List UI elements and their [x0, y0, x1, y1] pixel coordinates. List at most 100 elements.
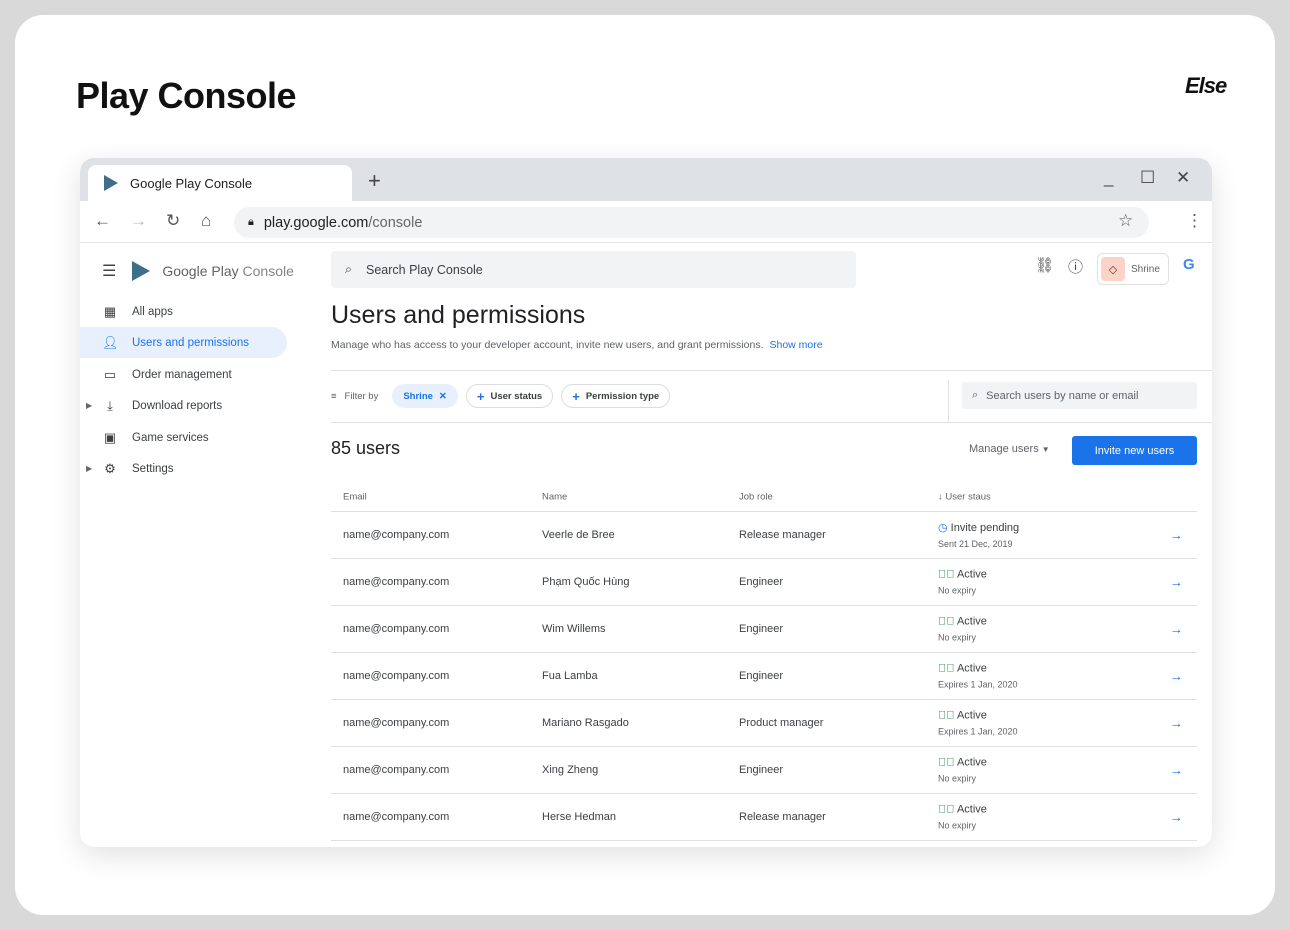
users-table: Email Name Job role ↓ User staus name@co… — [331, 483, 1197, 841]
cell-name: Xing Zheng — [542, 764, 599, 776]
tab-bar: Google Play Console + _ ☐ ✕ — [80, 158, 1212, 201]
arrow-right-icon[interactable]: → — [1170, 621, 1183, 637]
cell-role: Release manager — [739, 529, 826, 541]
address-bar: ← → ↻ ⌂ 🔒︎ play.google.com/console ☆ ⋮ — [80, 201, 1212, 243]
arrow-right-icon[interactable]: → — [1170, 527, 1183, 543]
user-status-chip[interactable]: + User status — [465, 384, 554, 408]
google-account-icon[interactable]: G — [1183, 256, 1195, 273]
sidebar-item-label: All apps — [132, 305, 173, 318]
expand-caret-icon[interactable]: ▶ — [86, 464, 93, 473]
table-row[interactable]: name@company.com Fua Lamba Engineer ✓⃝ A… — [331, 653, 1197, 700]
sidebar-item-all-apps[interactable]: ▦ All apps — [80, 296, 287, 327]
manage-users-dropdown[interactable]: Manage users ▼ — [969, 443, 1050, 455]
chip-label: User status — [490, 390, 543, 402]
forward-icon[interactable]: → — [130, 211, 147, 230]
cell-name: Wim Willems — [542, 623, 606, 635]
sidebar-item-game-services[interactable]: ▣ Game services — [80, 422, 287, 453]
sidebar-item-label: Game services — [132, 431, 209, 444]
plus-icon: + — [572, 388, 580, 404]
new-tab-button[interactable]: + — [368, 168, 381, 193]
bookmark-star-icon[interactable]: ☆ — [1118, 211, 1134, 230]
arrow-right-icon[interactable]: → — [1170, 574, 1183, 590]
close-icon[interactable]: ✕ — [1176, 168, 1191, 187]
page-description: Manage who has access to your developer … — [331, 339, 823, 351]
user-search-input[interactable]: ⌕ Search users by name or email — [962, 382, 1197, 409]
check-circle-icon: ✓⃝ — [938, 756, 955, 769]
invite-new-users-button[interactable]: Invite new users — [1072, 436, 1197, 465]
check-circle-icon: ✓⃝ — [938, 615, 955, 628]
header-name[interactable]: Name — [542, 491, 568, 503]
link-icon[interactable]: ⛓ — [1035, 257, 1055, 274]
cell-name: Fua Lamba — [542, 670, 598, 682]
cell-role: Release manager — [739, 811, 826, 823]
menu-dots-icon[interactable]: ⋮ — [1186, 211, 1203, 230]
status-text: Active — [956, 568, 987, 581]
description-text: Manage who has access to your developer … — [331, 339, 764, 351]
home-icon[interactable]: ⌂ — [201, 211, 212, 230]
sidebar-item-download-reports[interactable]: ▶ ⤓ Download reports — [80, 390, 287, 421]
account-name: Shrine — [1131, 263, 1160, 275]
arrow-right-icon[interactable]: → — [1170, 762, 1183, 778]
header-status[interactable]: ↓ User staus — [938, 492, 991, 503]
maximize-icon[interactable]: ☐ — [1140, 168, 1156, 187]
permission-type-chip[interactable]: + Permission type — [561, 384, 671, 408]
console-search[interactable]: ⌕ Search Play Console — [331, 251, 856, 288]
header-role[interactable]: Job role — [739, 491, 773, 503]
hamburger-icon[interactable]: ☰ — [102, 263, 117, 280]
reload-icon[interactable]: ↻ — [166, 211, 181, 230]
status-detail: No expiry — [938, 773, 977, 784]
brand: ☰ Google Play Console — [102, 260, 294, 282]
cell-name: Herse Hedman — [542, 811, 616, 823]
cell-status: ✓⃝ Active No expiry — [938, 616, 987, 643]
gear-icon: ⚙ — [104, 460, 116, 476]
arrow-right-icon[interactable]: → — [1170, 668, 1183, 684]
divider — [331, 370, 1212, 371]
header-status-label: User staus — [945, 491, 991, 503]
sidebar-item-order-management[interactable]: ▭ Order management — [80, 359, 287, 390]
url-field[interactable]: 🔒︎ play.google.com/console — [234, 207, 1149, 238]
lock-icon: 🔒︎ — [248, 216, 254, 228]
chip-label: Permission type — [585, 390, 660, 402]
expand-caret-icon[interactable]: ▶ — [86, 401, 93, 410]
url-path: /console — [368, 214, 423, 231]
filter-icon: ≡ — [331, 390, 337, 402]
play-console-icon — [104, 175, 118, 191]
divider — [331, 422, 1212, 423]
users-list-icon: 👤︎ — [102, 334, 119, 350]
sidebar-item-label: Settings — [132, 462, 174, 475]
table-row[interactable]: name@company.com Veerle de Bree Release … — [331, 512, 1197, 559]
shrine-filter-chip[interactable]: Shrine ✕ — [392, 384, 458, 408]
table-row[interactable]: name@company.com Herse Hedman Release ma… — [331, 794, 1197, 841]
show-more-link[interactable]: Show more — [769, 339, 823, 351]
back-icon[interactable]: ← — [94, 211, 111, 230]
sidebar-item-users-and-permissions[interactable]: 👤︎ Users and permissions — [80, 327, 287, 358]
table-row[interactable]: name@company.com Wim Willems Engineer ✓⃝… — [331, 606, 1197, 653]
status-text: Invite pending — [950, 522, 1020, 534]
filter-bar: ≡ Filter by Shrine ✕ + User status + Permis… — [331, 384, 671, 408]
table-row[interactable]: name@company.com Phạm Quốc Hùng Engineer… — [331, 559, 1197, 606]
table-row[interactable]: name@company.com Xing Zheng Engineer ✓⃝ … — [331, 747, 1197, 794]
arrow-right-icon[interactable]: → — [1170, 809, 1183, 825]
brand-google: Google Play — [162, 263, 239, 279]
download-icon: ⤓ — [107, 397, 113, 413]
check-circle-icon: ✓⃝ — [938, 568, 955, 581]
cell-email: name@company.com — [343, 811, 450, 823]
user-count: 85 users — [331, 438, 401, 458]
sidebar-item-settings[interactable]: ▶ ⚙ Settings — [80, 453, 287, 484]
search-placeholder: Search Play Console — [366, 262, 483, 277]
help-icon[interactable]: ⓘ — [1068, 259, 1084, 276]
status-detail: No expiry — [938, 585, 977, 596]
gamepad-icon: ▣ — [103, 429, 117, 445]
browser-tab[interactable]: Google Play Console — [88, 165, 352, 201]
minimize-icon[interactable]: _ — [1104, 168, 1114, 187]
search-icon: ⌕ — [972, 389, 979, 401]
table-row[interactable]: name@company.com Mariano Rasgado Product… — [331, 700, 1197, 747]
plus-icon: + — [476, 388, 485, 404]
arrow-right-icon[interactable]: → — [1170, 715, 1183, 731]
header-email[interactable]: Email — [343, 491, 367, 503]
remove-icon[interactable]: ✕ — [438, 390, 447, 402]
sort-down-icon: ↓ — [938, 491, 946, 503]
cell-name: Phạm Quốc Hùng — [542, 576, 630, 588]
account-chip[interactable]: ◇ Shrine — [1097, 253, 1169, 285]
cell-role: Product manager — [739, 717, 824, 729]
